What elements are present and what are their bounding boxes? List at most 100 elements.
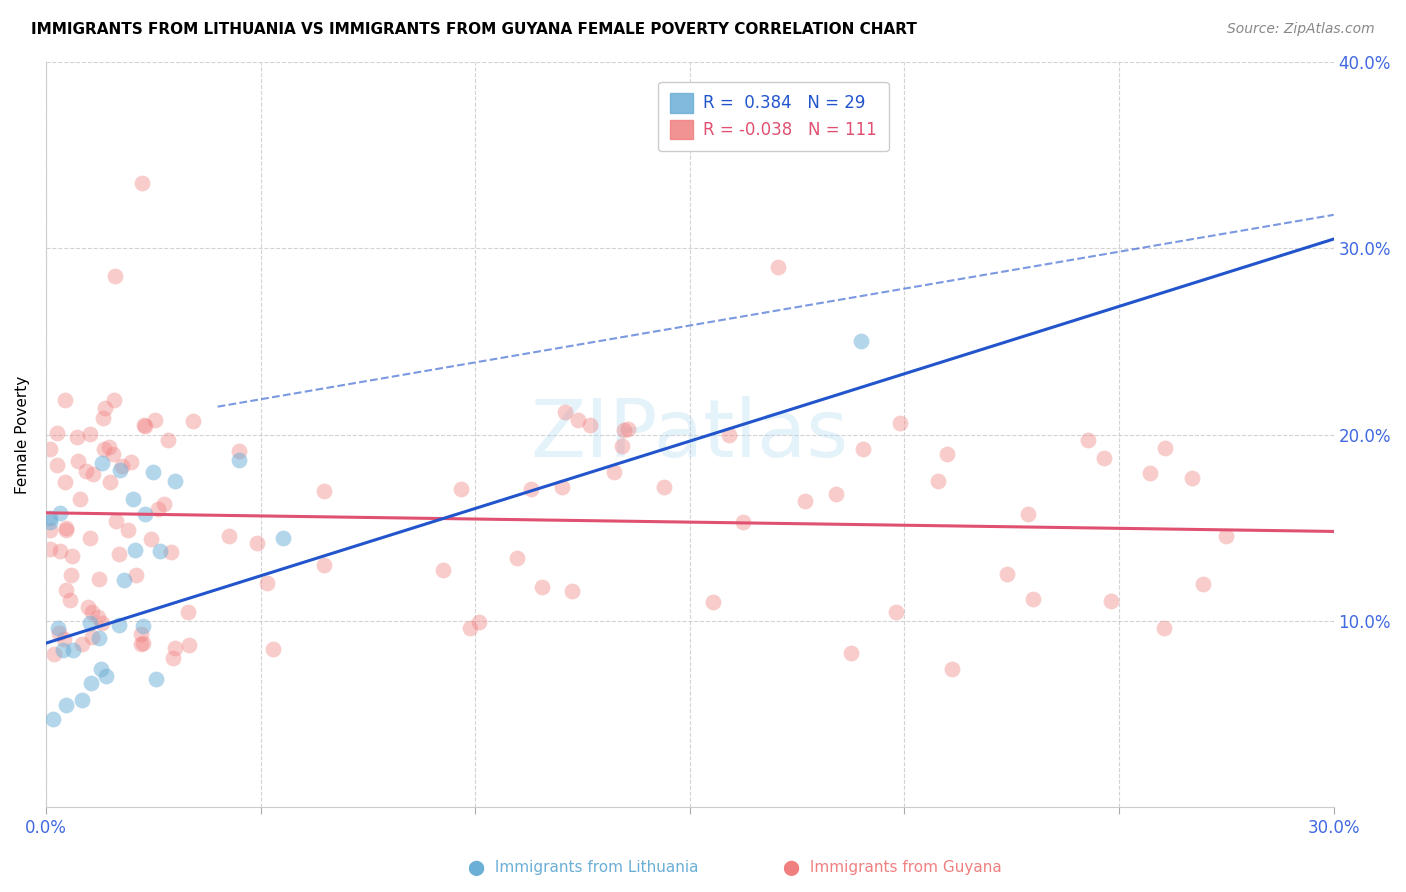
Point [55, 521, 77, 535]
Point [87, 572, 110, 586]
Point [134, 507, 156, 521]
Point [262, 642, 284, 657]
Point [53, 393, 76, 408]
Point [613, 424, 636, 438]
Point [554, 404, 576, 418]
Point [77, 600, 100, 615]
Point [160, 545, 183, 559]
Point [39, 442, 62, 456]
Point [567, 413, 589, 427]
Point [1022, 591, 1045, 606]
Point [96, 669, 118, 683]
Point [87, 610, 110, 624]
Point [884, 606, 907, 620]
Point [889, 416, 911, 430]
Point [60, 549, 83, 563]
Point [131, 176, 153, 190]
Point [312, 558, 335, 573]
Point [603, 465, 626, 479]
Point [39, 524, 62, 538]
Point [80, 631, 103, 645]
Point [851, 334, 873, 349]
Point [55, 582, 77, 597]
Point [152, 497, 174, 511]
Point [467, 615, 489, 630]
Point [1181, 471, 1204, 485]
Point [91, 411, 114, 425]
Point [93, 401, 115, 415]
Point [124, 542, 146, 557]
Text: Source: ZipAtlas.com: Source: ZipAtlas.com [1227, 22, 1375, 37]
Point [120, 455, 142, 469]
Point [927, 475, 949, 489]
Point [59, 593, 82, 607]
Point [561, 584, 583, 599]
Point [139, 532, 162, 546]
Point [112, 573, 135, 587]
Point [1099, 594, 1122, 608]
Point [39, 542, 62, 557]
Point [935, 447, 957, 461]
Point [163, 641, 186, 656]
Point [80, 676, 103, 690]
Point [82, 467, 104, 481]
Point [79, 426, 101, 441]
Point [101, 447, 124, 461]
Point [702, 595, 724, 609]
Point [794, 493, 817, 508]
Point [256, 575, 278, 590]
Point [110, 463, 132, 477]
Point [132, 619, 155, 633]
Point [134, 417, 156, 432]
Point [75, 464, 97, 478]
Point [617, 422, 640, 436]
Text: IMMIGRANTS FROM LITHUANIA VS IMMIGRANTS FROM GUYANA FEMALE POVERTY CORRELATION C: IMMIGRANTS FROM LITHUANIA VS IMMIGRANTS … [31, 22, 917, 37]
Point [271, 531, 294, 545]
Point [52, 643, 75, 657]
Point [218, 529, 240, 543]
Point [142, 465, 165, 479]
Point [42, 647, 65, 661]
Point [610, 439, 633, 453]
Point [70, 637, 93, 651]
Point [82, 605, 104, 619]
Point [1017, 508, 1039, 522]
Point [49, 507, 72, 521]
Point [91, 615, 114, 630]
Point [79, 615, 101, 630]
Point [551, 480, 574, 494]
Point [93, 442, 115, 456]
Point [69, 492, 91, 507]
Point [79, 531, 101, 545]
Point [55, 523, 77, 537]
Point [55, 698, 77, 712]
Point [134, 419, 156, 434]
Point [839, 646, 862, 660]
Point [46, 458, 69, 472]
Y-axis label: Female Poverty: Female Poverty [15, 376, 30, 494]
Legend: R =  0.384   N = 29, R = -0.038   N = 111: R = 0.384 N = 29, R = -0.038 N = 111 [658, 82, 889, 151]
Point [148, 502, 170, 516]
Point [108, 617, 131, 632]
Point [49, 544, 72, 558]
Point [176, 605, 198, 619]
Point [39, 515, 62, 529]
Point [129, 637, 152, 651]
Point [825, 487, 848, 501]
Point [46, 621, 69, 635]
Point [145, 672, 167, 686]
Point [65, 430, 87, 444]
Point [1192, 577, 1215, 591]
Point [62, 642, 84, 657]
Point [105, 514, 128, 528]
Point [157, 434, 180, 448]
Point [162, 651, 184, 665]
Point [129, 627, 152, 641]
Point [852, 442, 875, 456]
Point [132, 636, 155, 650]
Point [1153, 441, 1175, 455]
Point [995, 566, 1018, 581]
Point [1215, 529, 1237, 543]
Text: ⬤  Immigrants from Lithuania: ⬤ Immigrants from Lithuania [468, 860, 699, 876]
Point [143, 413, 166, 427]
